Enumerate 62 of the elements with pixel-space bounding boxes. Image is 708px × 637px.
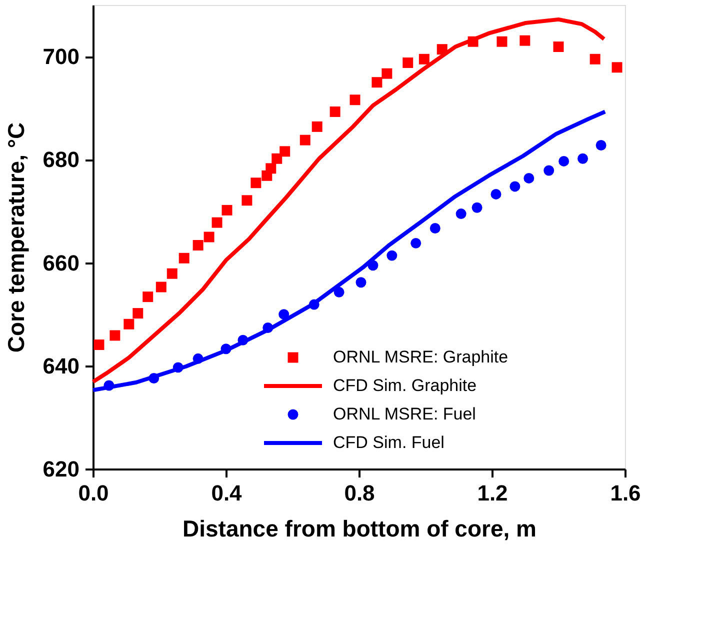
point (222, 204, 232, 216)
point (132, 308, 144, 319)
point (430, 223, 440, 234)
point (142, 292, 154, 302)
point (472, 202, 482, 213)
point (612, 62, 622, 73)
y-axis-title: Core temperature, °C (2, 122, 29, 353)
point (312, 121, 322, 132)
point (166, 268, 178, 279)
point (382, 68, 392, 79)
point (510, 181, 520, 192)
point (520, 35, 530, 46)
point (590, 54, 600, 64)
x-tick-label: 0.4 (211, 480, 243, 506)
x-tick-label: 1.2 (477, 480, 508, 506)
point (490, 188, 502, 200)
point (156, 282, 166, 292)
point (272, 153, 282, 164)
point (300, 134, 310, 146)
line-series (91, 110, 608, 392)
point (192, 240, 204, 250)
y-tick-label: 700 (42, 44, 80, 70)
point (94, 340, 104, 350)
x-axis-title: Distance from bottom of core, m (182, 516, 536, 542)
point (386, 250, 398, 261)
y-tick-label: 640 (42, 353, 80, 378)
legend-label: CFD Sim. Fuel (333, 433, 444, 452)
point (558, 156, 570, 166)
point (204, 232, 214, 242)
point (266, 163, 276, 174)
point (350, 94, 360, 106)
point (278, 309, 290, 320)
y-tick-label: 620 (42, 456, 80, 482)
point (212, 217, 222, 228)
point (410, 238, 422, 248)
point (418, 54, 430, 64)
x-tick-label: 1.6 (610, 480, 641, 506)
point (178, 252, 190, 264)
point (402, 58, 414, 68)
point (544, 165, 554, 176)
point (372, 77, 382, 88)
point (356, 277, 366, 288)
point (596, 140, 606, 150)
point (578, 153, 588, 164)
x-tick-label: 0.0 (78, 480, 109, 506)
legend-label: ORNL MSRE: Fuel (333, 404, 476, 424)
y-tick-label: 660 (42, 250, 80, 276)
point (110, 330, 120, 341)
point (280, 146, 290, 157)
point (456, 208, 466, 220)
point (330, 106, 340, 117)
point (124, 318, 134, 330)
point (553, 42, 564, 52)
legend-label: CFD Sim. Graphite (333, 376, 477, 395)
point (496, 36, 508, 47)
y-tick-label: 680 (42, 147, 80, 172)
point (250, 178, 262, 188)
point (334, 286, 344, 298)
point (524, 172, 534, 184)
legend-label: ORNL MSRE: Graphite (333, 348, 508, 366)
x-tick-label: 0.8 (344, 480, 375, 506)
point (242, 195, 252, 206)
